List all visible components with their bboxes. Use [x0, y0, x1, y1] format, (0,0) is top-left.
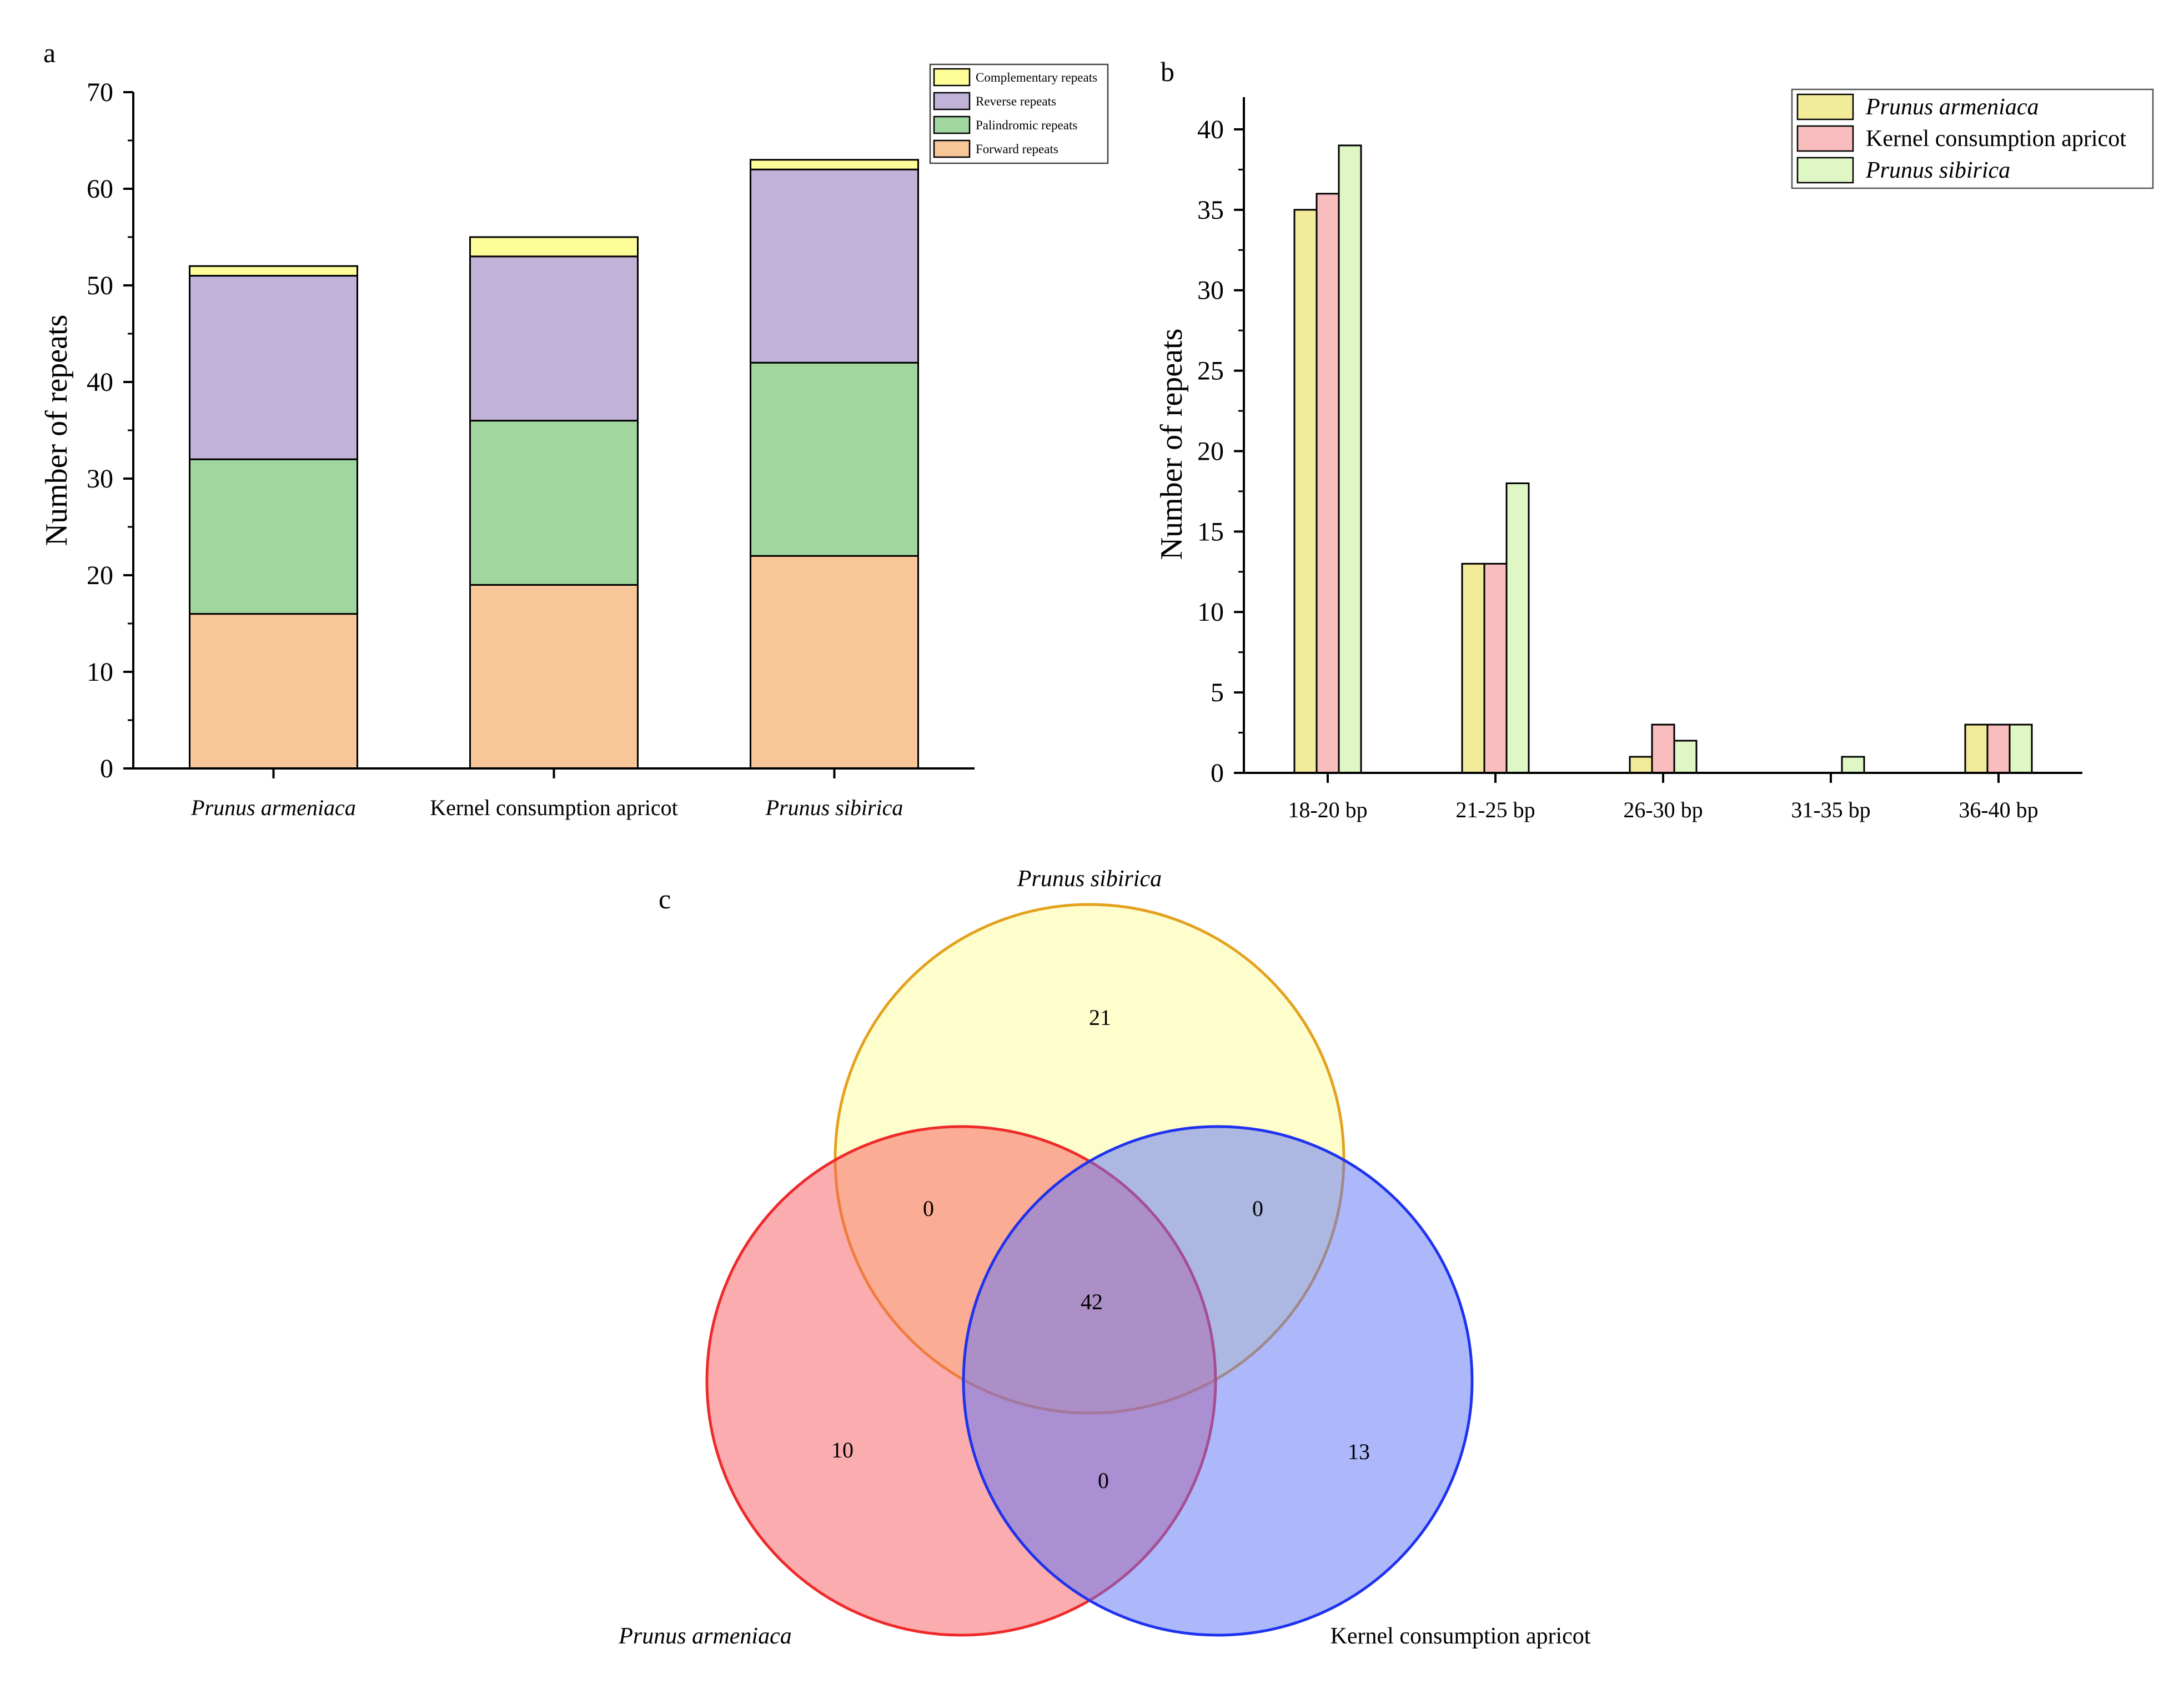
panel-b-bar-kernel-consumption-apricot-18-20-bp — [1316, 193, 1340, 774]
panel-b-bars — [1293, 144, 2033, 774]
panel-a-legend-swatch-reverse-repeats — [933, 92, 971, 110]
panel-a-bar-complementary-repeats-prunus-sibirica — [750, 159, 919, 170]
panel-b-y-tick-label: 25 — [1197, 356, 1224, 386]
panel-a-legend-label-palindromic-repeats: Palindromic repeats — [976, 118, 1077, 132]
panel-a-bar-reverse-repeats-kernel-consumption-apricot — [469, 255, 639, 422]
panel-a-bar-forward-repeats-prunus-sibirica — [750, 555, 919, 770]
panel-a-y-tick-label: 10 — [87, 657, 113, 687]
panel-b-y-tick-label: 40 — [1197, 115, 1224, 144]
panel-b-bar-prunus-sibirica-26-30-bp — [1673, 740, 1698, 774]
venn-count-kernel-only: 13 — [1348, 1439, 1370, 1464]
panel-b-legend-swatch-prunus-armeniaca — [1796, 93, 1854, 120]
panel-a-bar-reverse-repeats-prunus-armeniaca — [189, 275, 358, 460]
panel-a-label: a — [43, 37, 56, 68]
panel-b-legend-label-prunus-armeniaca: Prunus armeniaca — [1865, 94, 2039, 120]
venn-count-sibirica-armeniaca: 0 — [923, 1196, 934, 1221]
panel-a-legend-label-forward-repeats: Forward repeats — [976, 142, 1058, 156]
venn-count-sibirica-only: 21 — [1089, 1005, 1111, 1030]
panel-a-legend-swatch-forward-repeats — [933, 139, 971, 158]
panel-b-y-ticks: 0 5 10 15 20 25 30 35 40 — [1197, 115, 1244, 788]
panel-b-bar-prunus-sibirica-21-25-bp — [1505, 482, 1530, 774]
panel-a-x-tick-label: Kernel consumption apricot — [430, 795, 678, 820]
panel-b-y-tick-label: 30 — [1197, 276, 1224, 305]
venn-count-armeniaca-only: 10 — [831, 1437, 853, 1462]
panel-b-y-tick-label: 0 — [1211, 758, 1224, 788]
panel-b-x-labels: 18-20 bp 21-25 bp 26-30 bp 31-35 bp 36-40 bp — [1288, 773, 2039, 822]
panel-b-label: b — [1161, 56, 1174, 87]
panel-a-y-tick-label: 0 — [100, 754, 113, 783]
panel-a-bar-palindromic-repeats-prunus-armeniaca — [189, 458, 358, 615]
panel-b-x-tick-label: 21-25 bp — [1455, 797, 1535, 822]
panel-b: b 0 5 10 15 20 25 30 35 40 18-20 bp 21-25 bp 26-30… — [1154, 56, 2154, 822]
panel-a-y-ticks: 0 10 20 30 40 50 60 70 — [87, 78, 133, 783]
panel-b-y-tick-label: 35 — [1197, 195, 1224, 225]
panel-b-bar-prunus-sibirica-18-20-bp — [1338, 144, 1362, 774]
panel-c-label: c — [659, 883, 671, 914]
panel-b-bar-prunus-sibirica-31-35-bp — [1841, 756, 1865, 774]
venn-count-all-three: 42 — [1081, 1289, 1103, 1314]
panel-a-y-tick-label: 30 — [87, 464, 113, 494]
panel-a-y-tick-label: 60 — [87, 174, 113, 204]
panel-b-bar-prunus-armeniaca-18-20-bp — [1293, 209, 1318, 774]
panel-b-x-tick-label: 36-40 bp — [1959, 797, 2038, 822]
panel-b-legend-swatch-kernel-consumption-apricot — [1796, 125, 1854, 152]
panel-a-x-labels: Prunus armeniaca Kernel consumption apric… — [190, 768, 903, 820]
panel-a-bar-complementary-repeats-kernel-consumption-apricot — [469, 236, 639, 258]
panel-b-x-tick-label: 26-30 bp — [1623, 797, 1703, 822]
panel-a-legend-swatch-palindromic-repeats — [933, 115, 971, 134]
panel-b-bar-prunus-armeniaca-21-25-bp — [1461, 562, 1485, 774]
panel-a-legend-label-complementary-repeats: Complementary repeats — [976, 71, 1097, 84]
panel-b-y-tick-label: 20 — [1197, 436, 1224, 466]
panel-a: a 0 10 20 30 40 50 60 70 Prunus armeniaca Kernel… — [39, 37, 1109, 820]
panel-b-bar-prunus-armeniaca-36-40-bp — [1964, 723, 1989, 774]
panel-b-legend-label-prunus-sibirica: Prunus sibirica — [1865, 158, 2010, 183]
panel-a-bar-palindromic-repeats-kernel-consumption-apricot — [469, 420, 639, 586]
panel-a-legend-swatch-complementary-repeats — [933, 68, 971, 87]
panel-a-x-tick-label: Prunus armeniaca — [190, 795, 356, 820]
panel-b-y-tick-label: 5 — [1211, 678, 1224, 707]
venn-count-sibirica-kernel: 0 — [1252, 1196, 1263, 1221]
panel-a-bar-forward-repeats-prunus-armeniaca — [189, 613, 358, 770]
panel-b-bar-prunus-sibirica-36-40-bp — [2009, 723, 2033, 774]
panel-b-y-axis-title: Number of repeats — [1154, 329, 1189, 560]
panel-b-bar-kernel-consumption-apricot-26-30-bp — [1651, 723, 1675, 774]
panel-a-y-tick-label: 70 — [87, 78, 113, 107]
panel-a-bar-complementary-repeats-prunus-armeniaca — [189, 265, 358, 277]
panel-b-bar-kernel-consumption-apricot-36-40-bp — [1986, 723, 2011, 774]
panel-a-bar-forward-repeats-kernel-consumption-apricot — [469, 584, 639, 770]
panel-b-bar-kernel-consumption-apricot-21-25-bp — [1483, 562, 1508, 774]
panel-a-y-tick-label: 50 — [87, 271, 113, 300]
panel-a-x-tick-label: Prunus sibirica — [765, 795, 903, 820]
panel-a-bar-palindromic-repeats-prunus-sibirica — [750, 361, 919, 557]
panel-b-bar-prunus-armeniaca-26-30-bp — [1629, 756, 1653, 774]
venn-circle-kernel-consumption-apricot — [962, 1125, 1474, 1637]
panel-a-legend: Complementary repeats Reverse repeats Pali… — [929, 63, 1109, 164]
panel-a-y-tick-label: 40 — [87, 368, 113, 397]
panel-b-legend-swatch-prunus-sibirica — [1796, 157, 1854, 184]
panel-a-y-axis-title: Number of repeats — [39, 315, 74, 546]
venn-count-armeniaca-kernel: 0 — [1098, 1468, 1109, 1493]
panel-a-bars — [189, 159, 919, 770]
panel-b-y-tick-label: 15 — [1197, 517, 1224, 546]
venn-label-kernel-consumption-apricot: Kernel consumption apricot — [1331, 1623, 1591, 1649]
venn-label-prunus-armeniaca: Prunus armeniaca — [618, 1623, 791, 1649]
panel-a-bar-reverse-repeats-prunus-sibirica — [750, 168, 919, 364]
panel-a-y-tick-label: 20 — [87, 561, 113, 590]
venn-label-prunus-sibirica: Prunus sibirica — [1017, 866, 1162, 892]
panel-c: c Prunus sibirica Prunus armeniaca Kerne… — [618, 866, 1591, 1649]
panel-b-legend: Prunus armeniaca Kernel consumption apric… — [1791, 88, 2154, 189]
panel-b-legend-label-kernel-consumption-apricot: Kernel consumption apricot — [1866, 126, 2126, 152]
panel-b-y-tick-label: 10 — [1197, 597, 1224, 627]
panel-b-x-tick-label: 31-35 bp — [1791, 797, 1870, 822]
panel-b-x-tick-label: 18-20 bp — [1288, 797, 1367, 822]
panel-a-legend-label-reverse-repeats: Reverse repeats — [976, 94, 1056, 108]
